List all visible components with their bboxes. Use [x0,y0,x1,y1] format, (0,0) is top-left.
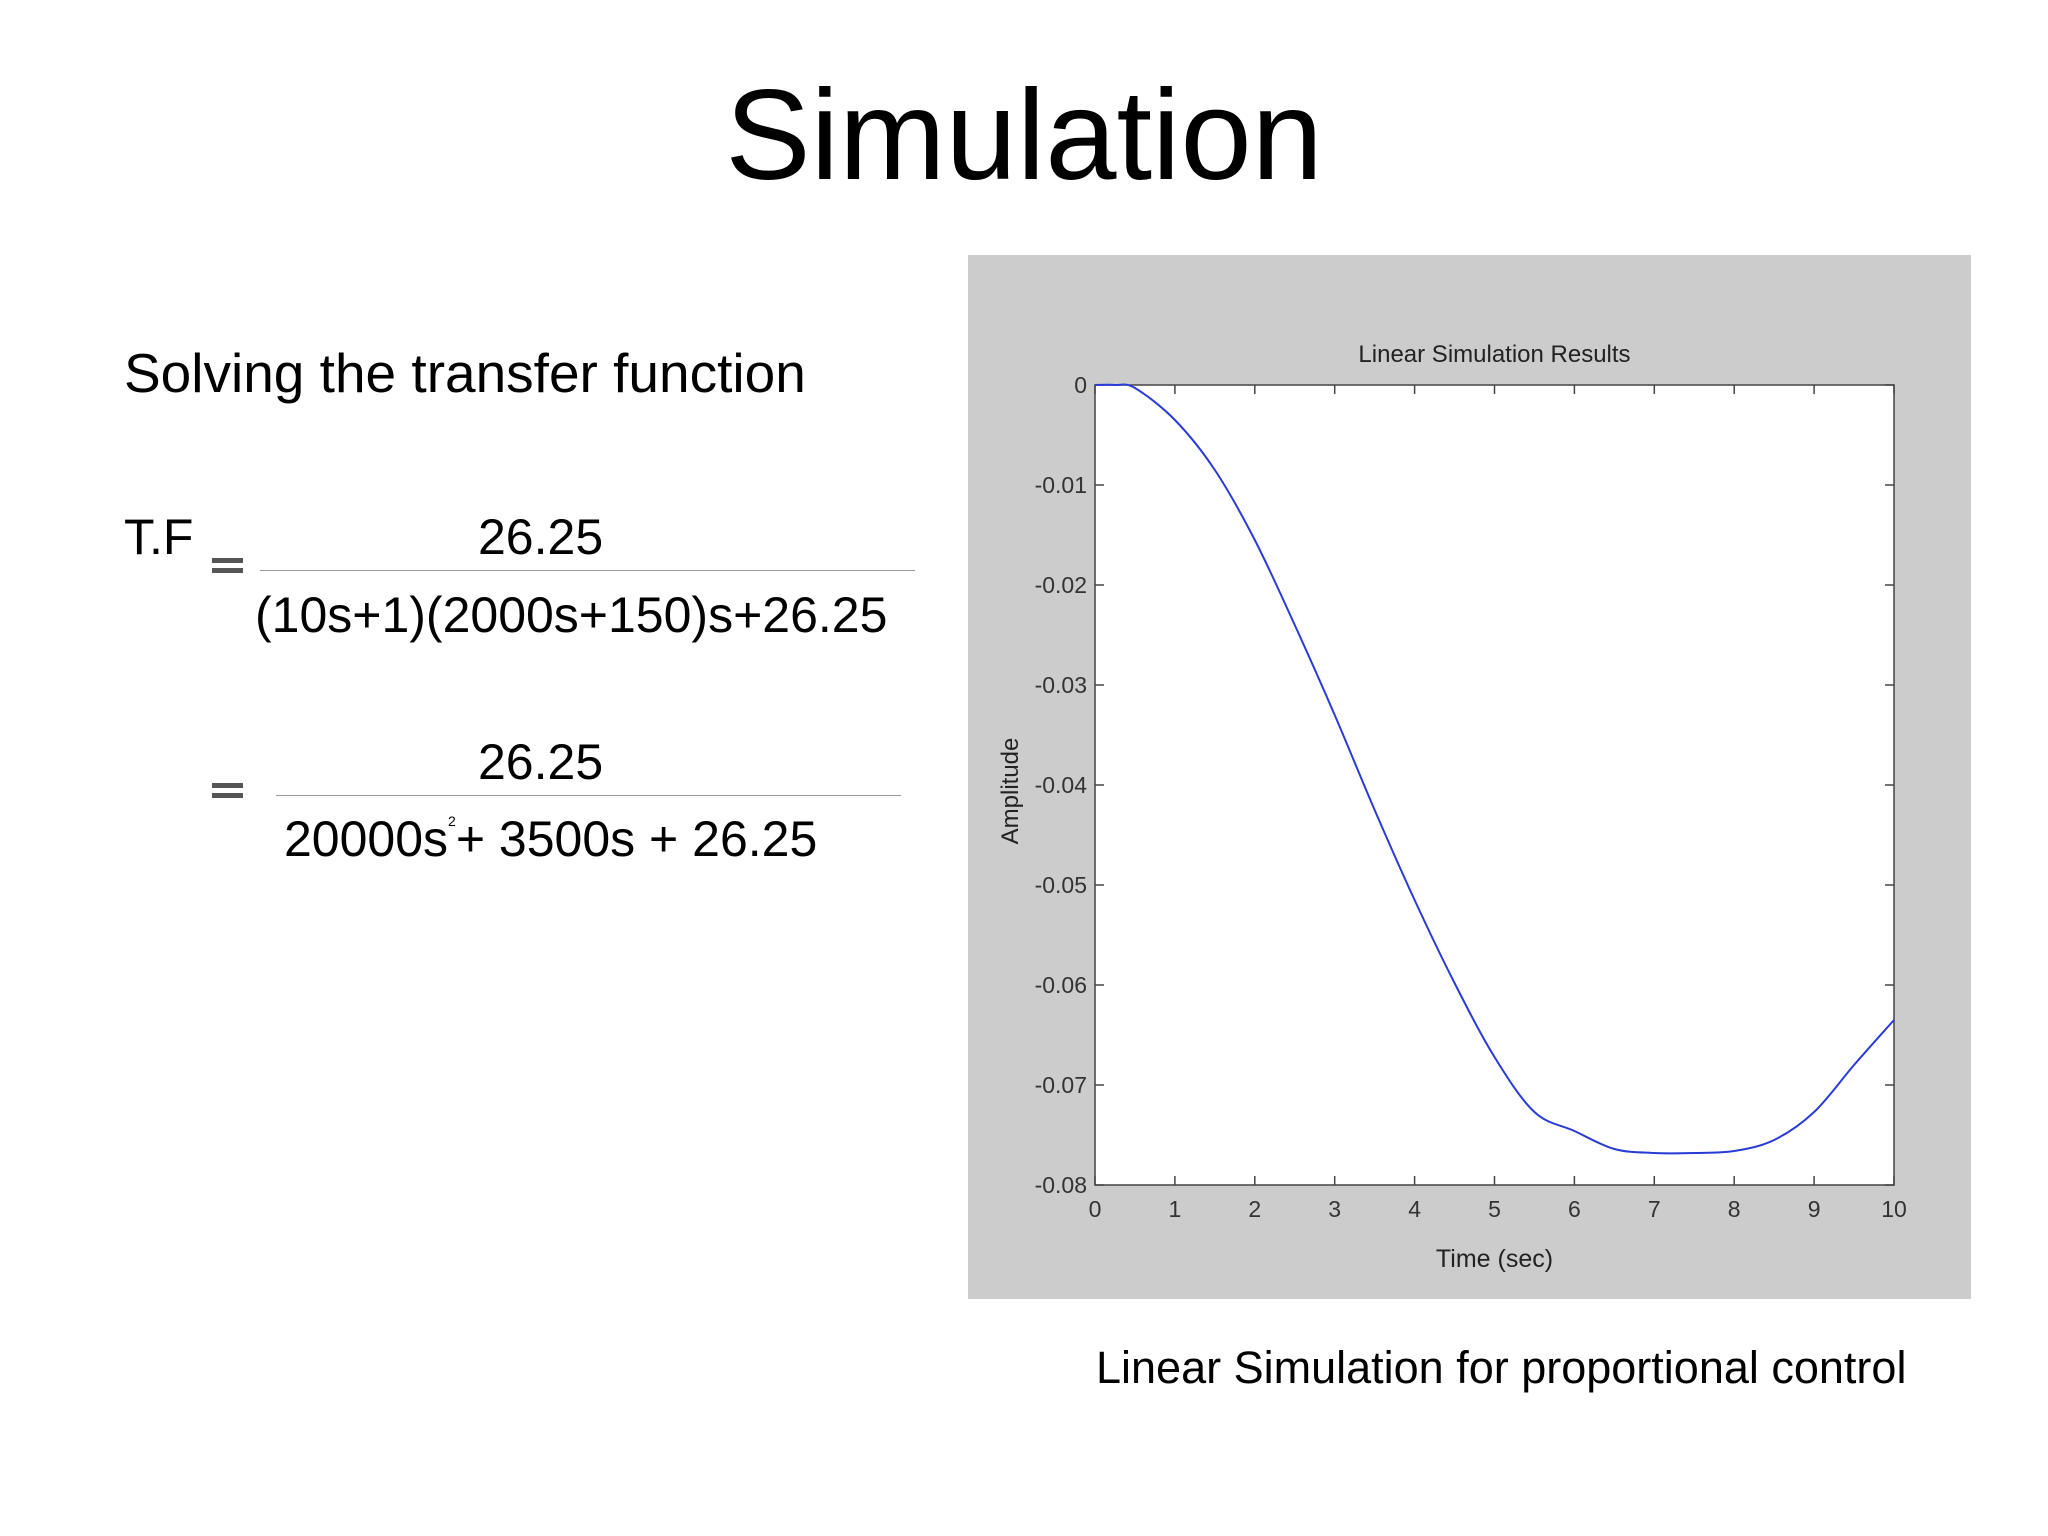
x-tick-label: 3 [1328,1196,1341,1222]
den-exponent: 2 [448,813,456,829]
y-tick-label: -0.08 [1035,1172,1087,1198]
fraction-1-denominator: (10s+1)(2000s+150)s+26.25 [255,587,888,643]
x-tick-label: 7 [1648,1196,1661,1222]
plot-area [1094,384,1895,1186]
x-tick-label: 2 [1248,1196,1261,1222]
equals-sign [212,558,243,573]
y-tick-label: -0.05 [1035,872,1087,898]
x-axis-label: Time (sec) [1436,1245,1553,1273]
x-tick-label: 5 [1488,1196,1501,1222]
linear-simulation-chart: 0 1 2 3 4 5 6 7 8 9 10 0 -0.01 -0.02 -0.03 -0.04 -0.05 -0… [997,341,1907,1273]
x-tick-label: 4 [1408,1196,1421,1222]
plot-figure: 0 1 2 3 4 5 6 7 8 9 10 0 -0.01 -0.02 -0.03 -0.04 -0.05 -0… [968,255,1971,1299]
x-tick-label: 0 [1089,1196,1102,1222]
fraction-2-denominator: 20000s2+ 3500s + 26.25 [284,810,817,868]
fraction-1-bar [260,570,915,571]
slide-title: Simulation [725,64,1323,207]
fraction-2-bar [276,795,901,796]
equals-sign [212,783,243,798]
den-base: 20000s [284,811,449,867]
y-tick-label: 0 [1074,372,1087,398]
x-tick-label: 8 [1728,1196,1741,1222]
x-tick-label: 1 [1169,1196,1182,1222]
tf-label: T.F [124,509,194,565]
y-tick-label: -0.02 [1035,572,1087,598]
chart-title: Linear Simulation Results [1358,341,1630,368]
response-line [1094,383,1895,1155]
subtitle: Solving the transfer function [124,342,806,404]
x-tick-label: 9 [1808,1196,1821,1222]
y-tick-label: -0.07 [1035,1072,1087,1098]
figure-caption: Linear Simulation for proportional contr… [1096,1342,1907,1393]
x-tick-label: 6 [1568,1196,1581,1222]
y-axis-label: Amplitude [997,738,1024,845]
y-tick-label: -0.03 [1035,672,1087,698]
den-rest: + 3500s + 26.25 [455,811,818,867]
y-tick-label: -0.04 [1035,772,1088,798]
fraction-2-numerator: 26.25 [478,734,604,790]
x-tick-label: 10 [1881,1196,1907,1222]
fraction-1-numerator: 26.25 [478,509,604,565]
y-tick-label: -0.01 [1035,472,1087,498]
y-tick-label: -0.06 [1035,972,1087,998]
